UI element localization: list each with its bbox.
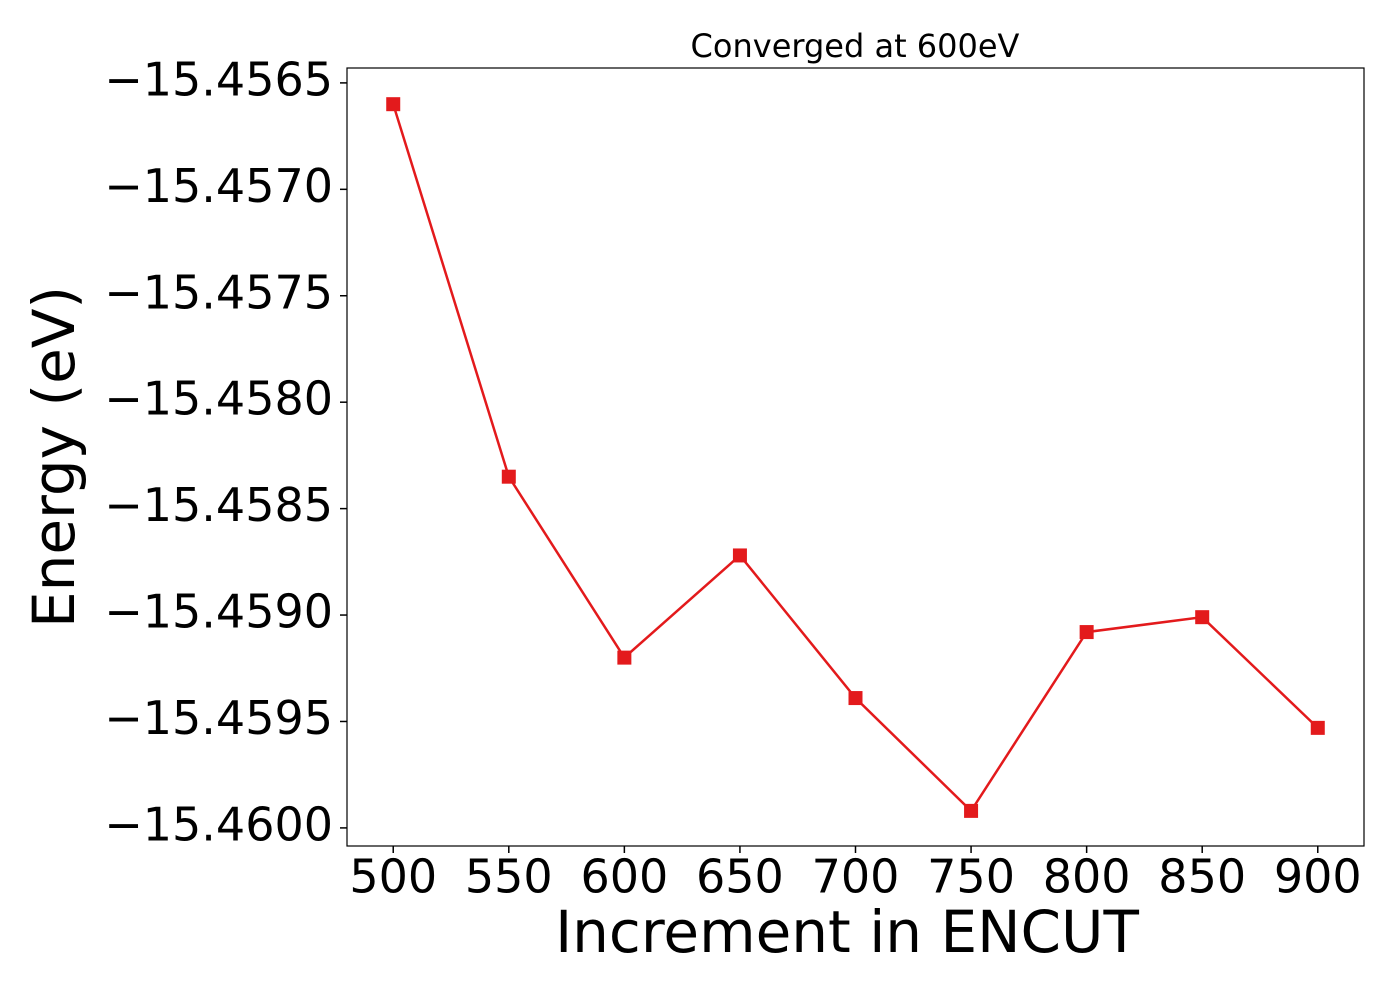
plot-frame: [346, 67, 1365, 847]
x-tick-label: 900: [1274, 850, 1362, 904]
x-axis-label: Increment in ENCUT: [555, 898, 1139, 966]
y-tick-label: −15.4570: [104, 159, 333, 213]
y-tick-label: −15.4580: [104, 372, 333, 426]
chart-title: Converged at 600eV: [691, 27, 1020, 65]
marker: [386, 97, 401, 112]
marker: [617, 650, 632, 665]
x-tick-label: 600: [580, 850, 668, 904]
x-tick-label: 850: [1158, 850, 1246, 904]
x-tick-label: 500: [349, 850, 437, 904]
y-tick-label: −15.4575: [104, 265, 333, 319]
marker: [501, 469, 516, 484]
marker: [848, 691, 863, 706]
y-tick-label: −15.4600: [104, 797, 333, 851]
marker: [1079, 625, 1094, 640]
y-axis-label: Energy (eV): [20, 286, 88, 628]
y-tick-label: −15.4590: [104, 585, 333, 639]
marker: [732, 548, 747, 563]
x-tick-label: 800: [1043, 850, 1131, 904]
y-tick-label: −15.4565: [104, 52, 333, 106]
marker: [1195, 610, 1210, 625]
x-tick-label: 750: [927, 850, 1015, 904]
x-tick-label: 650: [696, 850, 784, 904]
y-tick-label: −15.4595: [104, 691, 333, 745]
y-tick-label: −15.4585: [104, 478, 333, 532]
marker: [1310, 720, 1325, 735]
marker: [964, 803, 979, 818]
x-tick-label: 700: [812, 850, 900, 904]
x-tick-label: 550: [465, 850, 553, 904]
